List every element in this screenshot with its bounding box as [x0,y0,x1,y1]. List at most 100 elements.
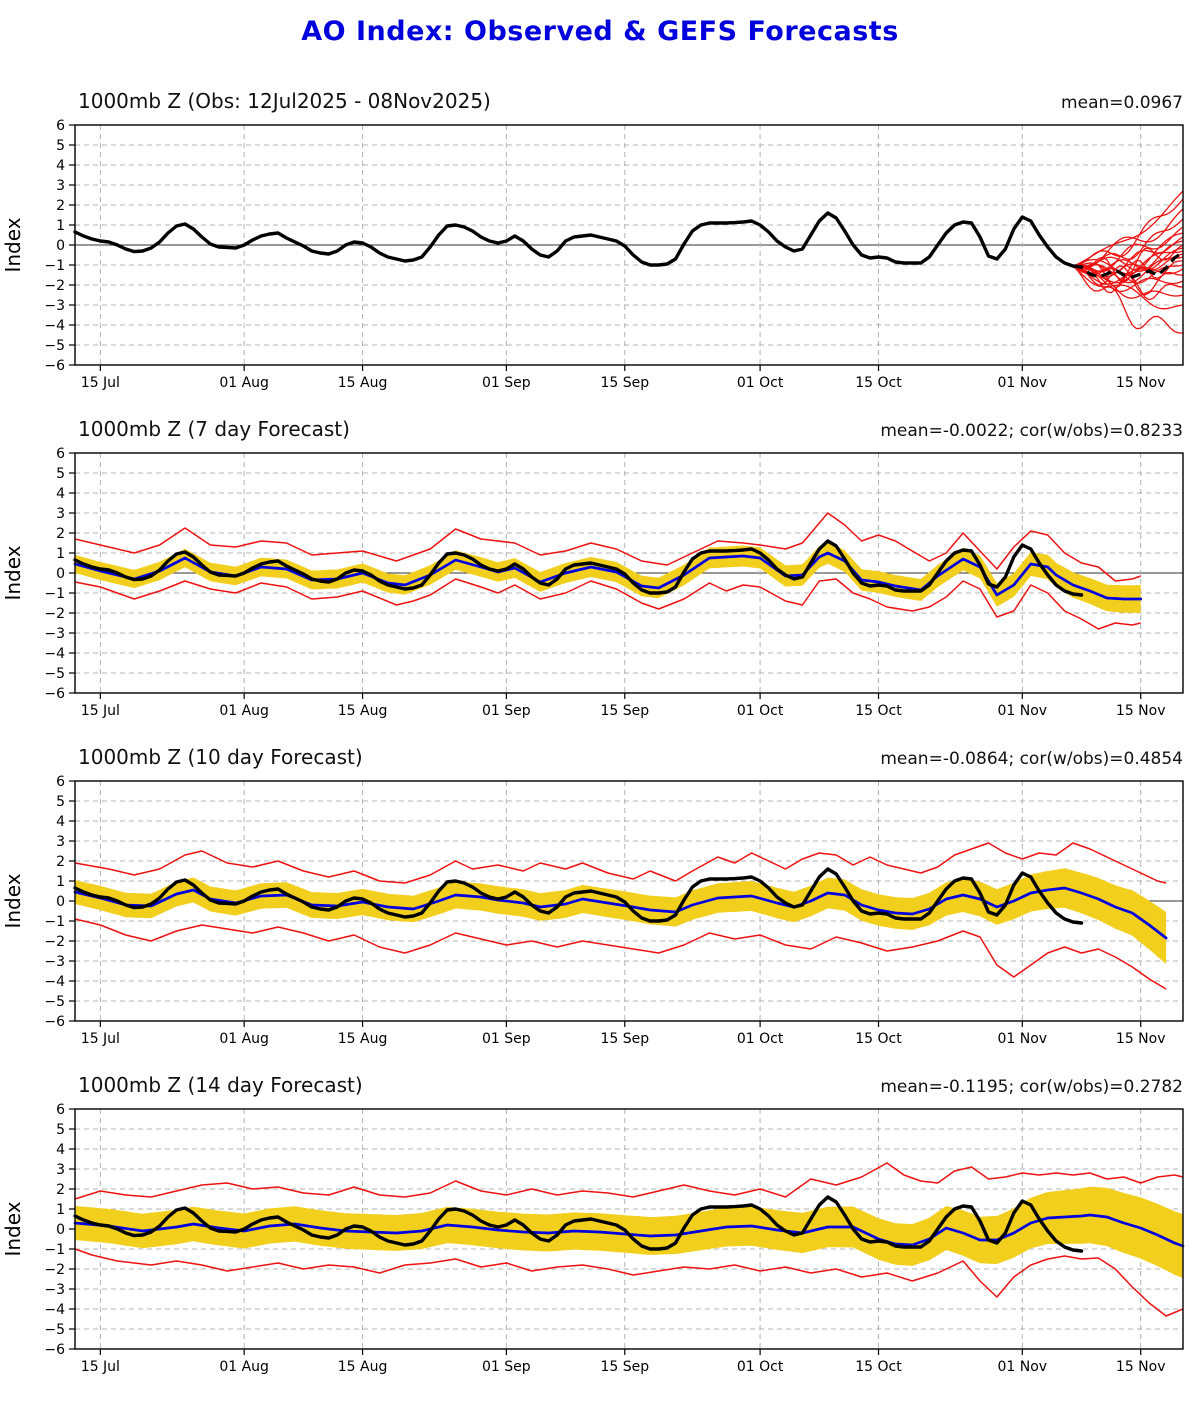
y-tick-label: −6 [44,1014,65,1030]
x-tick-label: 15 Oct [855,1031,902,1047]
ensemble-member-line [1072,265,1183,296]
envelope-max-line [74,842,1167,884]
x-tick-label: 01 Oct [737,1031,784,1047]
x-tick-label: 15 Oct [855,375,902,391]
observed-line [73,211,1084,269]
observed-line [73,539,1084,597]
x-tick-label: 01 Nov [998,1031,1048,1047]
y-tick-label: 6 [56,119,65,134]
y-tick-label: 0 [56,566,65,582]
page-title: AO Index: Observed & GEFS Forecasts [301,16,899,47]
y-tick-label: 3 [56,834,65,850]
plot-border [74,452,1184,694]
x-tick-label: 01 Aug [219,1359,269,1375]
x-tick-label: 15 Nov [1116,1359,1166,1375]
panel-forecast-10day-stats: mean=-0.0864; cor(w/obs)=0.4854 [880,749,1183,769]
ensemble-mean-dashed-line [1072,250,1184,279]
x-tick-label: 15 Sep [600,1359,649,1375]
y-tick-label: 5 [56,794,65,810]
x-tick-label: 01 Sep [482,703,531,719]
y-tick-label: −6 [44,686,65,702]
x-tick-label: 15 Aug [338,375,388,391]
y-tick-label: 6 [56,775,65,790]
x-tick-label: 15 Aug [338,1031,388,1047]
x-tick-label: 01 Sep [482,375,531,391]
envelope-min-line [74,1248,1184,1317]
x-tick-label: 15 Jul [81,703,120,719]
y-tick-label: −6 [44,1342,65,1358]
y-tick-label: 2 [56,198,65,214]
x-tick-label: 01 Aug [219,375,269,391]
x-tick-label: 15 Oct [855,703,902,719]
x-tick-label: 15 Jul [81,375,120,391]
y-tick-label: 5 [56,138,65,154]
y-axis-label: Index [1,217,25,272]
envelope-min-line [74,578,1141,630]
y-tick-label: −2 [44,934,65,950]
panel-forecast-14day-plot: 6 5 4 3 2 1 0 −1 −2 −3 −4 −5 −6 15 Jul 01 Aug 15 Aug 01 … [1,1103,1185,1375]
y-tick-label: 0 [56,894,65,910]
y-tick-label: −2 [44,1262,65,1278]
y-tick-label: −1 [44,1242,65,1258]
panel-forecast-14day-title: 1000mb Z (14 day Forecast) [78,1073,363,1097]
envelope-max-line [74,1162,1184,1200]
panel-forecast-10day: 1000mb Z (10 day Forecast) mean=-0.0864;… [0,745,1200,1047]
y-tick-label: −4 [44,646,65,662]
panel-forecast-10day-plot: 6 5 4 3 2 1 0 −1 −2 −3 −4 −5 −6 15 Jul 01 Aug 15 Aug 01 … [1,775,1184,1047]
y-tick-label: −4 [44,1302,65,1318]
ensemble-member-line [1072,198,1184,267]
x-tick-label: 01 Oct [737,703,784,719]
y-tick-label: 2 [56,854,65,870]
plot-border [74,780,1184,1022]
y-tick-label: 6 [56,447,65,462]
panel-forecast-7day: 1000mb Z (7 day Forecast) mean=-0.0022; … [0,417,1200,719]
y-tick-label: −2 [44,606,65,622]
panel-observed: 1000mb Z (Obs: 12Jul2025 - 08Nov2025) me… [0,89,1200,391]
y-tick-label: −5 [44,994,65,1010]
y-axis-label: Index [1,873,25,928]
x-tick-label: 01 Nov [998,703,1048,719]
panel-forecast-10day-title: 1000mb Z (10 day Forecast) [78,745,363,769]
envelope-min-line [74,918,1167,990]
y-tick-label: 5 [56,1122,65,1138]
y-tick-label: −1 [44,258,65,274]
y-tick-label: −5 [44,666,65,682]
y-tick-label: 2 [56,526,65,542]
y-tick-label: 5 [56,466,65,482]
y-tick-label: −3 [44,954,65,970]
y-tick-label: −4 [44,974,65,990]
ensemble-member-line [1072,265,1184,301]
y-tick-label: 3 [56,506,65,522]
y-tick-label: 1 [56,874,65,890]
y-tick-label: 6 [56,1103,65,1118]
ensemble-member-line [1072,256,1184,284]
y-tick-label: −1 [44,914,65,930]
y-axis-label: Index [1,545,25,600]
ensemble-member-line [1072,265,1183,334]
y-tick-label: 4 [56,814,65,830]
x-tick-label: 15 Jul [81,1359,120,1375]
y-tick-label: 4 [56,1142,65,1158]
x-tick-label: 15 Jul [81,1031,120,1047]
panel-forecast-7day-plot: 6 5 4 3 2 1 0 −1 −2 −3 −4 −5 −6 15 Jul 01 Aug 15 Aug 01 … [1,447,1184,719]
panel-forecast-14day-header: 1000mb Z (14 day Forecast) mean=-0.1195;… [0,1073,1200,1103]
y-tick-label: −1 [44,586,65,602]
ensemble-member-line [1072,253,1184,278]
y-axis-label: Index [1,1201,25,1256]
x-tick-label: 01 Oct [737,1359,784,1375]
y-tick-label: −6 [44,358,65,374]
y-tick-label: 0 [56,238,65,254]
x-tick-label: 15 Nov [1116,703,1166,719]
x-tick-label: 01 Oct [737,375,784,391]
y-tick-label: −3 [44,298,65,314]
panel-forecast-14day-stats: mean=-0.1195; cor(w/obs)=0.2782 [880,1077,1183,1097]
y-tick-label: 0 [56,1222,65,1238]
panel-forecast-14day: 1000mb Z (14 day Forecast) mean=-0.1195;… [0,1073,1200,1375]
y-tick-label: 1 [56,218,65,234]
x-tick-label: 01 Aug [219,703,269,719]
panel-observed-plot: 6 5 4 3 2 1 0 −1 −2 −3 −4 −5 −6 15 Jul 01 Aug 15 Aug 01 … [1,119,1184,391]
y-tick-label: 1 [56,546,65,562]
y-tick-label: 1 [56,1202,65,1218]
x-tick-label: 01 Nov [998,1359,1048,1375]
y-tick-label: 3 [56,1162,65,1178]
